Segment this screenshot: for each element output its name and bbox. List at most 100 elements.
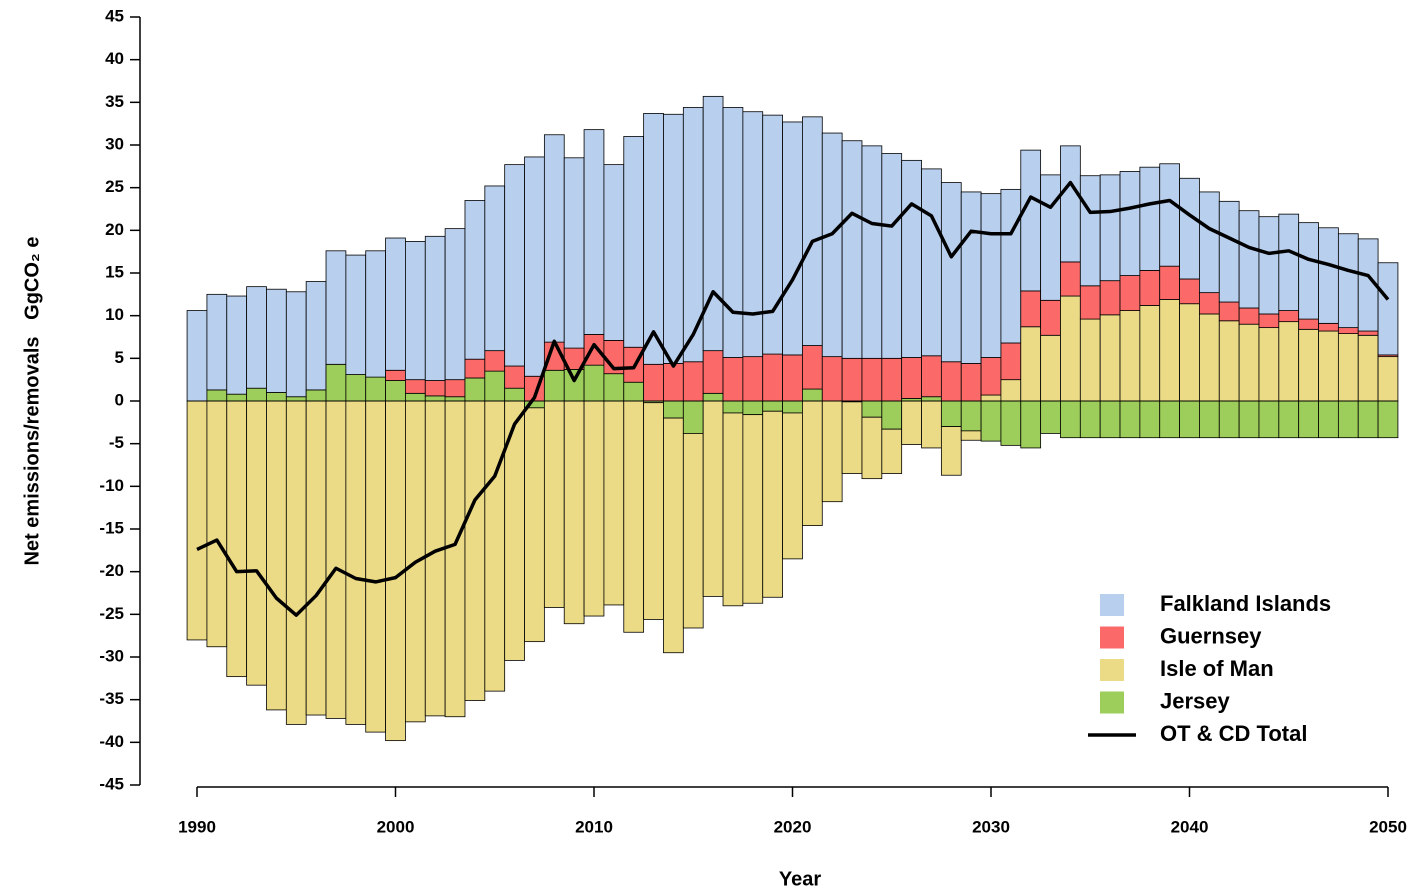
bar-segment — [1099, 400, 1121, 439]
bar-segment — [980, 193, 1002, 358]
bar-segment — [841, 401, 863, 474]
bar-segment — [1159, 265, 1180, 300]
y-tick-label: -15 — [99, 518, 124, 537]
bar-segment — [722, 357, 744, 402]
bar-segment — [464, 400, 486, 701]
bar-segment — [1179, 400, 1200, 439]
bar-segment — [901, 159, 922, 358]
bar-segment — [1060, 295, 1081, 402]
bar-segment — [285, 396, 307, 402]
bar-segment — [762, 353, 783, 402]
bar-segment — [1278, 400, 1300, 439]
bar-segment — [464, 358, 486, 379]
bar-segment — [1079, 318, 1101, 402]
bar-segment — [742, 356, 764, 402]
bar-segment — [603, 164, 625, 341]
bar-segment — [1040, 334, 1061, 402]
bar-segment — [1159, 400, 1180, 439]
bar-segment — [1020, 326, 1042, 402]
bar-segment — [345, 374, 367, 402]
bar-segment — [424, 380, 446, 397]
x-tick-label: 2030 — [972, 817, 1010, 836]
bar-segment — [643, 363, 664, 402]
bar-segment — [1377, 262, 1399, 356]
bar-segment — [1000, 379, 1022, 402]
bar-segment — [1318, 227, 1339, 324]
bar-segment — [940, 361, 962, 402]
bar-segment — [1139, 166, 1161, 271]
bar-segment — [1079, 400, 1101, 439]
y-tick-label: -25 — [99, 604, 124, 623]
bar-segment — [940, 426, 962, 476]
bar-segment — [424, 400, 446, 717]
legend-label: Falkland Islands — [1160, 591, 1331, 616]
bar-segment — [305, 389, 327, 402]
bar-segment — [1337, 400, 1359, 439]
bar-segment — [1357, 400, 1379, 439]
bar-segment — [742, 414, 764, 604]
bar-segment — [444, 400, 466, 718]
bar-segment — [464, 377, 486, 402]
bar-segment — [1060, 261, 1081, 297]
bar-segment — [524, 407, 545, 643]
x-tick-label: 2000 — [377, 817, 415, 836]
bar-segment — [365, 250, 386, 378]
bar-segment — [405, 241, 426, 381]
bar-segment — [1298, 400, 1319, 439]
legend-label: Jersey — [1160, 688, 1231, 713]
bar-segment — [1179, 303, 1200, 402]
bar-segment — [821, 132, 843, 358]
bar-segment — [1099, 314, 1121, 402]
bar-segment — [682, 400, 704, 434]
bar-segment — [861, 357, 883, 402]
bar-segment — [1218, 301, 1240, 322]
bar-segment — [802, 388, 823, 402]
bar-segment — [1318, 322, 1339, 332]
bar-segment — [285, 400, 307, 725]
bar-segment — [1060, 145, 1081, 263]
bar-segment — [1179, 278, 1200, 305]
bar-segment — [1218, 400, 1240, 439]
bar-segment — [1179, 177, 1200, 280]
bar-segment — [325, 400, 347, 719]
bar-segment — [266, 288, 287, 393]
bar-segment — [543, 134, 565, 343]
bar-segment — [1020, 149, 1042, 292]
x-tick-label: 1990 — [178, 817, 216, 836]
bar-segment — [960, 191, 982, 364]
y-tick-label: 25 — [105, 177, 124, 196]
bar-segment — [960, 363, 982, 402]
bar-segment — [881, 400, 903, 430]
bar-segment — [1258, 216, 1280, 315]
bar-segment — [424, 395, 446, 402]
bar-segment — [1040, 299, 1061, 336]
bar-segment — [246, 387, 267, 402]
bar-segment — [762, 114, 783, 355]
bar-segment — [484, 400, 506, 692]
legend-label: OT & CD Total — [1160, 721, 1307, 746]
bar-segment — [742, 111, 764, 358]
bar-segment — [762, 400, 783, 412]
bar-segment — [583, 364, 605, 402]
bar-segment — [563, 400, 585, 625]
bar-segment — [1079, 285, 1101, 320]
bar-segment — [722, 107, 744, 358]
bar-segment — [464, 200, 486, 360]
bar-segment — [782, 400, 803, 414]
bar-segment — [940, 400, 962, 428]
bar-segment — [305, 400, 327, 716]
bar-segment — [385, 237, 406, 371]
x-tick-label: 2020 — [774, 817, 812, 836]
bar-segment — [623, 381, 645, 402]
bar-segment — [1199, 313, 1220, 402]
bar-segment — [365, 400, 386, 733]
bar-segment — [186, 400, 208, 641]
bar-segment — [444, 379, 466, 398]
bar-segment — [424, 235, 446, 381]
x-tick-label: 2040 — [1171, 817, 1209, 836]
bar-segment — [1278, 310, 1300, 323]
bar-segment — [563, 369, 585, 402]
bar-segment — [1020, 400, 1042, 449]
bar-segment — [1159, 163, 1180, 267]
legend-label: Guernsey — [1160, 623, 1262, 648]
